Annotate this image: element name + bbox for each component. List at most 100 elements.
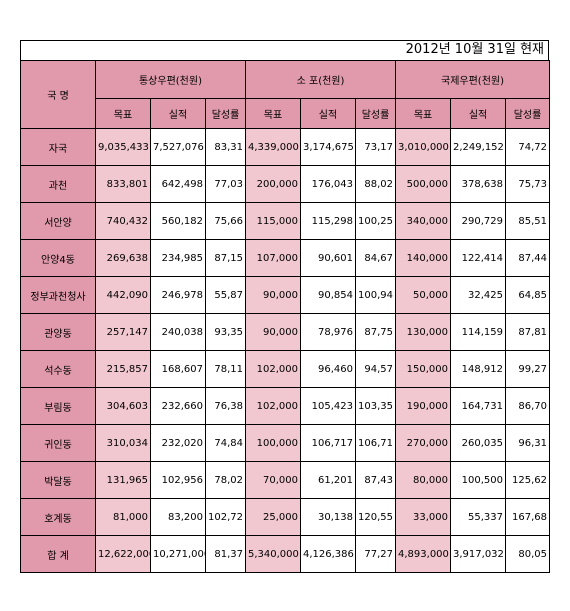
target-value: 269,638	[95, 239, 151, 277]
target-value: 500,000	[395, 165, 452, 203]
rate-value: 77,27	[354, 535, 397, 573]
rate-value: 75,66	[205, 202, 246, 240]
target-value: 140,000	[395, 239, 452, 277]
actual-value: 290,729	[450, 202, 507, 240]
rate-value: 99,27	[505, 350, 551, 388]
actual-value: 90,601	[300, 239, 356, 277]
rate-value: 75,73	[505, 165, 551, 203]
target-value: 107,000	[245, 239, 301, 277]
actual-value: 232,020	[150, 424, 206, 462]
target-value: 102,000	[245, 350, 301, 388]
actual-value: 102,956	[150, 461, 206, 499]
actual-value: 106,717	[300, 424, 356, 462]
rate-value: 87,81	[505, 313, 551, 351]
target-value: 442,090	[95, 276, 151, 314]
rate-value: 167,68	[505, 498, 551, 536]
actual-value: 176,043	[300, 165, 356, 203]
table-row: 과천 833,801 642,498 77,03 200,000 176,043 88,02…	[20, 165, 551, 203]
rate-value: 73,17	[354, 128, 397, 166]
target-value: 304,603	[95, 387, 151, 425]
target-value: 50,000	[395, 276, 452, 314]
rate-value: 55,87	[205, 276, 246, 314]
header-rate: 달성률	[354, 98, 397, 129]
target-value: 102,000	[245, 387, 301, 425]
actual-value: 115,298	[300, 202, 356, 240]
target-value: 90,000	[245, 276, 301, 314]
rate-value: 81,37	[205, 535, 246, 573]
actual-value: 234,985	[150, 239, 206, 277]
actual-value: 100,500	[450, 461, 507, 499]
target-value: 740,432	[95, 202, 151, 240]
rate-value: 100,25	[354, 202, 397, 240]
rate-value: 87,43	[354, 461, 397, 499]
actual-value: 4,126,386	[300, 535, 356, 573]
target-value: 4,893,000	[395, 535, 452, 573]
header-region: 국 명	[20, 60, 96, 129]
table-row: 부림동 304,603 232,660 76,38 102,000 105,423 103,…	[20, 387, 551, 425]
office-name: 관양동	[20, 313, 96, 351]
actual-value: 61,201	[300, 461, 356, 499]
rate-value: 102,72	[205, 498, 246, 536]
header-target: 목표	[245, 98, 301, 129]
table-row: 서안양 740,432 560,182 75,66 115,000 115,298 100,…	[20, 202, 551, 240]
actual-value: 3,917,032	[450, 535, 507, 573]
target-value: 12,622,000	[95, 535, 151, 573]
actual-value: 10,271,000	[150, 535, 206, 573]
target-value: 270,000	[395, 424, 452, 462]
rate-value: 83,31	[205, 128, 246, 166]
header-rate: 달성률	[205, 98, 246, 129]
rate-value: 74,72	[505, 128, 551, 166]
target-value: 100,000	[245, 424, 301, 462]
target-value: 70,000	[245, 461, 301, 499]
table-row: 석수동 215,857 168,607 78,11 102,000 96,460 94,57…	[20, 350, 551, 388]
target-value: 310,034	[95, 424, 151, 462]
header-rate: 달성률	[505, 98, 551, 129]
rate-value: 85,51	[505, 202, 551, 240]
office-name: 박달동	[20, 461, 96, 499]
rate-value: 106,71	[354, 424, 397, 462]
header-target: 목표	[95, 98, 151, 129]
table-row: 자국 9,035,433 7,527,076 83,31 4,339,000 3,174,…	[20, 128, 551, 166]
rate-value: 64,85	[505, 276, 551, 314]
rate-value: 77,03	[205, 165, 246, 203]
table-row: 안양4동 269,638 234,985 87,15 107,000 90,601 84,6…	[20, 239, 551, 277]
actual-value: 78,976	[300, 313, 356, 351]
rate-value: 80,05	[505, 535, 551, 573]
actual-value: 122,414	[450, 239, 507, 277]
actual-value: 55,337	[450, 498, 507, 536]
rate-value: 78,11	[205, 350, 246, 388]
table-row: 호계동 81,000 83,200 102,72 25,000 30,138 120,55 3…	[20, 498, 551, 536]
target-value: 3,010,000	[395, 128, 452, 166]
rate-value: 86,70	[505, 387, 551, 425]
rate-value: 84,67	[354, 239, 397, 277]
table-row: 귀인동 310,034 232,020 74,84 100,000 106,717 106,…	[20, 424, 551, 462]
target-value: 833,801	[95, 165, 151, 203]
target-value: 9,035,433	[95, 128, 151, 166]
office-name: 정부과천청사	[20, 276, 96, 314]
office-name: 과천	[20, 165, 96, 203]
header-actual: 실적	[300, 98, 356, 129]
header-group-regular-mail: 통상우편(천원)	[95, 60, 246, 99]
target-value: 131,965	[95, 461, 151, 499]
target-value: 33,000	[395, 498, 452, 536]
target-value: 5,340,000	[245, 535, 301, 573]
actual-value: 148,912	[450, 350, 507, 388]
header-group-parcel: 소 포(천원)	[244, 60, 397, 99]
table-row: 관양동 257,147 240,038 93,35 90,000 78,976 87,75 1…	[20, 313, 551, 351]
target-value: 200,000	[245, 165, 301, 203]
target-value: 115,000	[245, 202, 301, 240]
header-actual: 실적	[150, 98, 206, 129]
target-value: 90,000	[245, 313, 301, 351]
actual-value: 7,527,076	[150, 128, 206, 166]
header-group-international-mail: 국제우편(천원)	[395, 60, 551, 99]
actual-value: 114,159	[450, 313, 507, 351]
target-value: 190,000	[395, 387, 452, 425]
header-target: 목표	[395, 98, 452, 129]
actual-value: 2,249,152	[450, 128, 507, 166]
rate-value: 87,75	[354, 313, 397, 351]
rate-value: 93,35	[205, 313, 246, 351]
office-name: 부림동	[20, 387, 96, 425]
rate-value: 96,31	[505, 424, 551, 462]
actual-value: 164,731	[450, 387, 507, 425]
office-name: 자국	[20, 128, 96, 166]
